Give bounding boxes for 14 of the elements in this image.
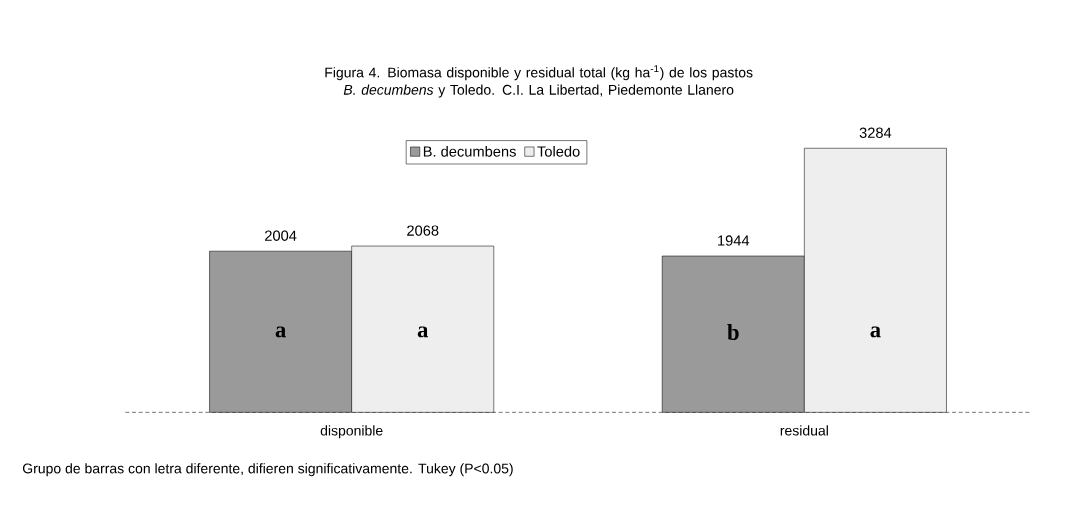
annotation: a: [870, 326, 881, 338]
legend-label: Toledo: [537, 145, 580, 157]
data-label: 2068: [407, 225, 439, 236]
annotation: b: [727, 323, 739, 340]
annotation: a: [417, 326, 429, 338]
legend-label: B. decumbens: [423, 145, 516, 157]
text: Grupo de barras con letra diferente, difieren significativamente. Tukey (P<0.05): [22, 463, 513, 477]
chart-title: Figura 4. Biomasa disponible y residual total (kg ha$^{-1}$) de los pastos B. decumbens y Toledo. C.I. La Libertad, Piedemonte Llanero: [325, 65, 753, 98]
data-label: 2004: [265, 230, 297, 241]
annotation: a: [275, 326, 286, 338]
data-label: 3284: [859, 127, 892, 138]
data-label: 1944: [718, 235, 750, 246]
x-tick-label: disponible: [320, 425, 383, 439]
x-tick-label: residual: [780, 425, 828, 436]
